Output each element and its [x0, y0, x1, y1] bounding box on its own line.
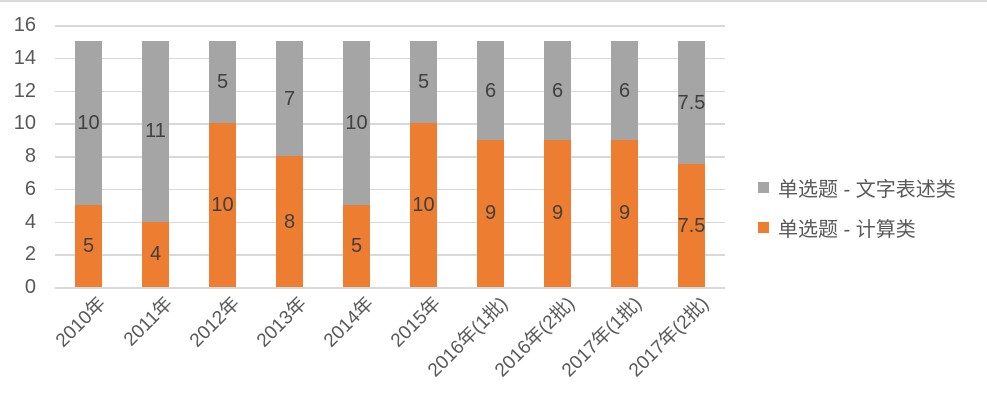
y-axis-tick-label: 10 — [13, 112, 36, 135]
y-axis-tick-label: 0 — [24, 276, 36, 298]
data-label: 9 — [551, 202, 564, 225]
gridline — [55, 254, 725, 256]
data-label: 5 — [216, 71, 229, 94]
data-label: 10 — [412, 194, 435, 217]
bar-segment-series-1-cat-1[interactable]: 11 — [142, 41, 169, 222]
bar-segment-series-0-cat-3[interactable]: 8 — [276, 156, 303, 287]
data-label: 4 — [149, 243, 162, 266]
bar-segment-series-0-cat-0[interactable]: 5 — [75, 205, 102, 287]
bar-segment-series-0-cat-1[interactable]: 4 — [142, 221, 169, 287]
gridline — [55, 123, 725, 125]
bar-segment-series-0-cat-9[interactable]: 7.5 — [678, 164, 705, 287]
bar-segment-series-0-cat-5[interactable]: 10 — [410, 123, 437, 287]
gridline — [55, 25, 725, 27]
y-axis-tick-label: 16 — [13, 14, 36, 36]
bar-segment-series-0-cat-4[interactable]: 5 — [343, 205, 370, 287]
bar-segment-series-1-cat-6[interactable]: 6 — [477, 41, 504, 140]
y-axis-tick-label: 14 — [13, 46, 36, 69]
data-label: 7.5 — [677, 91, 706, 114]
data-label: 9 — [484, 202, 497, 225]
data-label: 10 — [77, 112, 100, 135]
gridline — [55, 221, 725, 223]
data-label: 10 — [345, 112, 368, 135]
legend-swatch-icon — [758, 221, 769, 233]
data-label: 7.5 — [677, 214, 706, 237]
gridline — [55, 90, 725, 92]
data-label: 11 — [145, 120, 166, 143]
y-axis-tick-label: 8 — [24, 145, 36, 167]
data-label: 6 — [618, 79, 631, 102]
data-label: 9 — [618, 202, 631, 225]
legend: 单选题 - 文字表述类 单选题 - 计算类 — [758, 176, 956, 256]
data-label: 5 — [82, 235, 95, 258]
legend-label: 单选题 - 计算类 — [778, 218, 916, 241]
data-label: 8 — [283, 210, 296, 233]
y-axis-tick-label: 2 — [24, 243, 36, 266]
gridline — [55, 287, 725, 289]
bar-segment-series-1-cat-7[interactable]: 6 — [544, 41, 571, 140]
y-axis-tick-label: 12 — [13, 79, 36, 102]
bar-segment-series-1-cat-4[interactable]: 10 — [343, 41, 370, 206]
gridline — [55, 156, 725, 158]
legend-swatch-icon — [758, 181, 769, 193]
bar-segment-series-0-cat-7[interactable]: 9 — [544, 139, 571, 287]
gridline — [55, 57, 725, 60]
data-label: 6 — [484, 79, 497, 102]
bar-segment-series-1-cat-3[interactable]: 7 — [276, 41, 303, 156]
legend-item-series-0[interactable]: 单选题 - 计算类 — [758, 216, 956, 241]
chart-top-border — [0, 0, 987, 2]
data-label: 10 — [211, 194, 234, 217]
bar-segment-series-1-cat-0[interactable]: 10 — [75, 41, 102, 206]
data-label: 6 — [551, 79, 564, 102]
legend-label: 单选题 - 文字表述类 — [778, 178, 956, 201]
bar-segment-series-1-cat-2[interactable]: 5 — [209, 41, 236, 124]
legend-item-series-1[interactable]: 单选题 - 文字表述类 — [758, 176, 956, 201]
bar-segment-series-0-cat-6[interactable]: 9 — [477, 139, 504, 287]
bar-segment-series-1-cat-8[interactable]: 6 — [611, 41, 638, 140]
data-label: 5 — [350, 235, 363, 258]
y-axis-tick-label: 6 — [24, 177, 36, 200]
data-label: 5 — [417, 71, 430, 94]
y-axis-tick-label: 4 — [24, 210, 36, 233]
bar-segment-series-1-cat-9[interactable]: 7.5 — [677, 41, 706, 165]
bar-segment-series-0-cat-8[interactable]: 9 — [611, 139, 638, 287]
bar-segment-series-0-cat-2[interactable]: 10 — [209, 123, 236, 287]
gridline — [55, 188, 725, 191]
bar-segment-series-1-cat-5[interactable]: 5 — [410, 41, 437, 124]
data-label: 7 — [283, 87, 296, 110]
x-axis-category-label: 2010年 — [51, 293, 110, 352]
